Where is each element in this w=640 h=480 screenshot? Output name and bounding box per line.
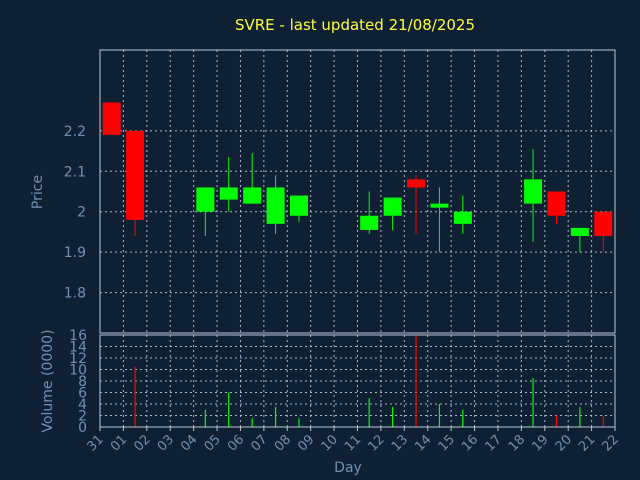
candle-31	[102, 102, 121, 135]
volume-axis-label: Volume (0000)	[40, 329, 56, 432]
x-tick-label: 03	[155, 432, 177, 454]
candle-body	[266, 187, 285, 224]
x-tick-label: 08	[272, 432, 294, 454]
price-y-tick: 2.2	[64, 124, 86, 140]
x-tick-label: 06	[225, 432, 247, 454]
candle-15	[453, 195, 472, 234]
x-tick-label: 21	[576, 432, 598, 454]
x-tick-label: 20	[553, 432, 575, 454]
volume-y-tick: 6	[78, 386, 87, 402]
candle-04	[196, 187, 215, 236]
candle-body	[430, 203, 449, 208]
x-tick-label: 05	[202, 432, 224, 454]
price-axis-label: Price	[30, 175, 46, 209]
candle-13	[407, 175, 426, 234]
x-tick-label: 13	[389, 432, 411, 454]
x-tick-label: 11	[342, 432, 364, 454]
price-y-tick: 1.9	[64, 245, 86, 261]
candle-body	[360, 215, 379, 230]
volume-y-tick: 14	[69, 340, 87, 356]
candle-14	[430, 187, 449, 253]
x-tick-label: 22	[600, 432, 622, 454]
price-plot-frame	[99, 49, 616, 334]
x-tick-label: 10	[319, 432, 341, 454]
candle-body	[196, 187, 215, 212]
volume-y-tick: 0	[78, 420, 87, 436]
x-tick-label: 01	[108, 432, 130, 454]
candle-body	[126, 130, 145, 220]
candle-01	[126, 130, 145, 236]
candle-body	[102, 102, 121, 135]
x-tick-label: 12	[365, 432, 387, 454]
candle-body	[524, 179, 543, 204]
candle-05	[219, 157, 238, 212]
x-tick-label: 09	[295, 432, 317, 454]
price-y-tick: 2	[77, 205, 86, 221]
candle-body	[289, 195, 308, 216]
candle-body	[219, 187, 238, 200]
price-y-tick: 2.1	[64, 164, 86, 180]
candle-body	[453, 211, 472, 224]
candle-07	[266, 175, 285, 234]
volume-y-tick: 12	[69, 351, 87, 367]
x-tick-label: 04	[178, 432, 200, 454]
x-tick-label: 15	[436, 432, 458, 454]
x-tick-label: 18	[506, 432, 528, 454]
x-axis-label: Day	[334, 460, 362, 476]
volume-y-tick: 10	[69, 363, 87, 379]
candle-19	[547, 191, 566, 224]
candle-11	[360, 191, 379, 234]
chart-title: SVRE - last updated 21/08/2025	[235, 16, 475, 34]
candle-body	[594, 211, 613, 236]
volume-y-tick: 8	[78, 374, 87, 390]
candle-18	[524, 149, 543, 243]
candle-body	[383, 197, 402, 216]
x-tick-label: 07	[248, 432, 270, 454]
candle-21	[594, 211, 613, 253]
candle-12	[383, 197, 402, 230]
x-tick-label: 31	[85, 432, 107, 454]
candle-body	[407, 179, 426, 188]
volume-y-tick: 16	[69, 328, 87, 344]
x-tick-label: 16	[459, 432, 481, 454]
x-tick-label: 14	[412, 432, 434, 454]
price-panel: 1.8 1.9 2 2.1 2.2	[64, 49, 616, 334]
x-tick-label: 02	[131, 432, 153, 454]
candle-06	[243, 153, 262, 204]
x-tick-label: 17	[482, 432, 504, 454]
volume-y-tick: 2	[78, 409, 87, 425]
volume-y-tick: 4	[78, 397, 87, 413]
candle-08	[289, 195, 308, 222]
price-y-tick: 1.8	[64, 286, 86, 302]
candle-body	[243, 187, 262, 204]
candle-body	[547, 191, 566, 216]
candle-body	[570, 227, 589, 236]
candle-20	[570, 227, 589, 253]
x-tick-label: 19	[529, 432, 551, 454]
